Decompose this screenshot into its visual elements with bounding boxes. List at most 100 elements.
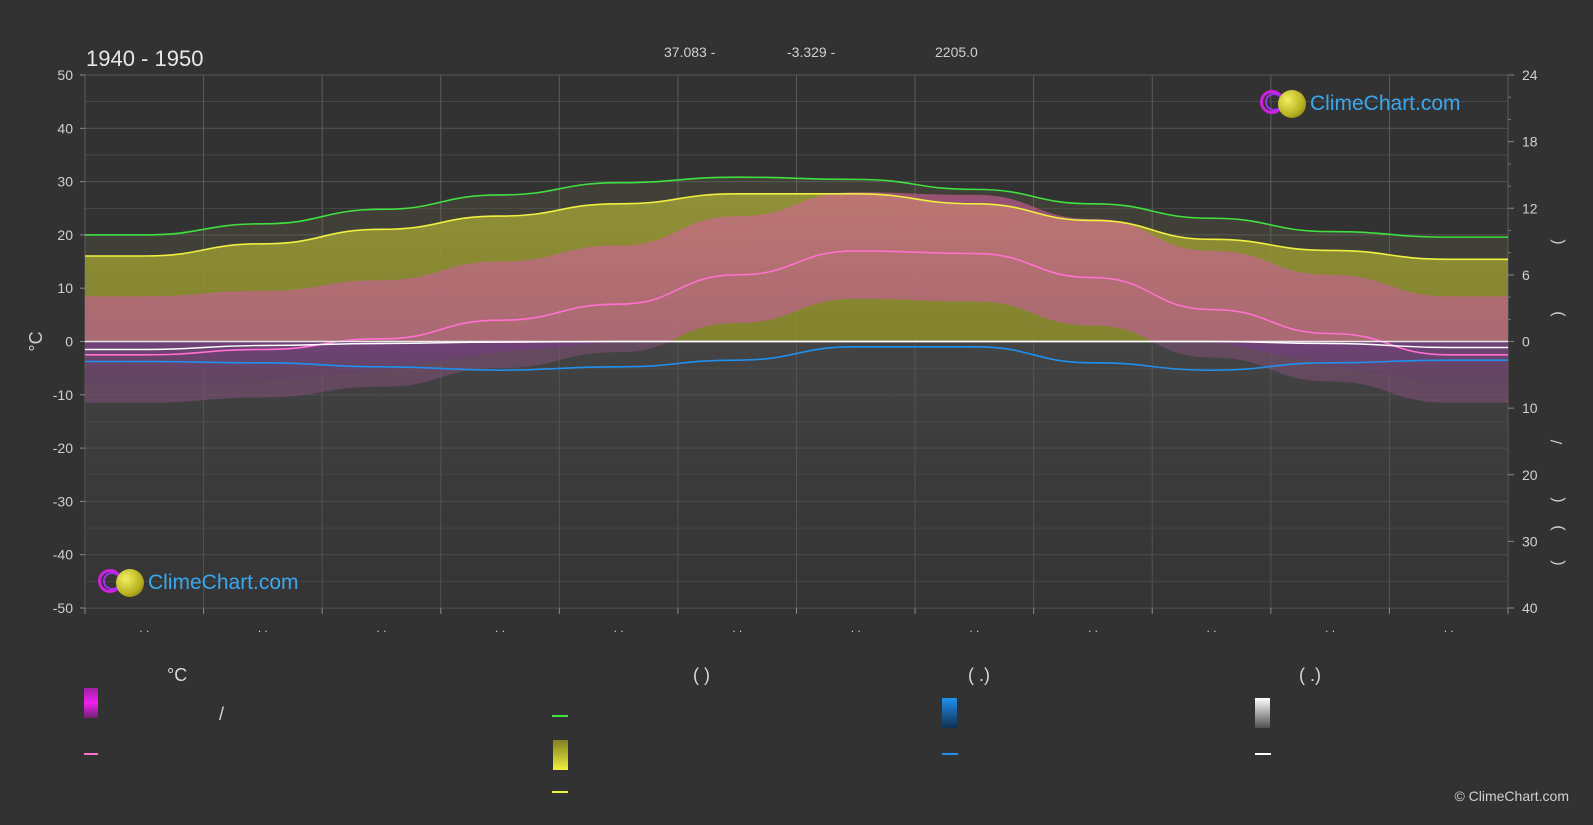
data-point bbox=[854, 346, 857, 348]
y3-tick-label: 20 bbox=[1522, 467, 1538, 483]
y3-tick-label: 10 bbox=[1522, 400, 1538, 416]
daylight-line bbox=[85, 176, 1508, 238]
copyright: © ClimeChart.com bbox=[1454, 788, 1569, 804]
precipitation-area bbox=[85, 341, 1508, 608]
data-point bbox=[143, 354, 146, 356]
y3-tick-label: 40 bbox=[1522, 600, 1538, 616]
data-point bbox=[1092, 276, 1094, 279]
y-tick-label: 20 bbox=[57, 227, 73, 243]
data-point bbox=[499, 369, 501, 371]
y-tick-label: -50 bbox=[53, 600, 73, 616]
sunshine-line bbox=[85, 193, 1508, 261]
y-tick-label: -40 bbox=[53, 547, 73, 563]
x-tick-label: . . bbox=[732, 621, 742, 635]
data-point bbox=[1329, 362, 1331, 364]
data-point bbox=[973, 340, 976, 343]
snow-line bbox=[85, 340, 1508, 351]
y2-tick-label: 0 bbox=[1522, 334, 1530, 350]
data-point bbox=[499, 341, 501, 343]
y2-axis-label-glyph: ( bbox=[1549, 497, 1566, 503]
data-point bbox=[1210, 340, 1213, 343]
y-tick-label: -30 bbox=[53, 493, 73, 509]
data-point bbox=[1447, 354, 1450, 356]
latitude-label: 37.083 - bbox=[664, 44, 716, 60]
data-point bbox=[143, 255, 146, 257]
data-point bbox=[1092, 340, 1094, 343]
y-tick-label: -20 bbox=[53, 440, 73, 456]
y2-axis-label-glyph: ) bbox=[1549, 525, 1566, 530]
data-point bbox=[973, 252, 976, 255]
data-point bbox=[736, 340, 739, 343]
x-tick-label: . . bbox=[258, 621, 268, 635]
y-tick-label: 0 bbox=[65, 334, 73, 350]
y2-axis-label-glyph: ) bbox=[1549, 311, 1566, 316]
data-point bbox=[1447, 359, 1450, 361]
data-point bbox=[380, 338, 383, 340]
data-point bbox=[1329, 230, 1331, 233]
y2-axis-label-glyph: / bbox=[1549, 439, 1566, 444]
x-tick-label: . . bbox=[1088, 621, 1098, 635]
data-point bbox=[1447, 236, 1450, 238]
y-tick-label: 50 bbox=[57, 67, 73, 83]
data-point bbox=[499, 319, 501, 321]
chart-title: 1940 - 1950 bbox=[86, 46, 204, 71]
x-tick-label: . . bbox=[1207, 621, 1217, 635]
y2-tick-label: 6 bbox=[1522, 267, 1530, 283]
data-point bbox=[736, 274, 739, 276]
data-point bbox=[617, 181, 620, 184]
chart-areas bbox=[85, 177, 1508, 608]
x-tick-label: . . bbox=[969, 621, 979, 635]
axis-ticks: 50 40 30 20 10 0 -10 -20 -30 -40 -50 °C 24 18 12 6 0 10 20… bbox=[26, 67, 1566, 635]
climechart-logo-icon bbox=[1258, 87, 1306, 121]
data-point bbox=[380, 208, 383, 211]
y2-tick-label: 24 bbox=[1522, 67, 1538, 83]
data-point bbox=[617, 203, 620, 205]
data-point bbox=[1210, 238, 1213, 241]
legend-head-rain: ( .) bbox=[968, 665, 990, 685]
data-point bbox=[1210, 308, 1213, 311]
y-tick-label: 40 bbox=[57, 120, 73, 136]
legend-swatch-snow bbox=[1255, 698, 1270, 728]
elevation-label: 2205.0 bbox=[935, 44, 978, 60]
y-tick-label: 30 bbox=[57, 174, 73, 190]
data-point bbox=[499, 194, 501, 196]
data-point bbox=[1447, 258, 1450, 261]
data-point bbox=[1210, 369, 1213, 371]
x-tick-label: . . bbox=[376, 621, 386, 635]
data-point bbox=[143, 360, 146, 363]
data-point bbox=[617, 366, 620, 368]
data-point bbox=[380, 366, 383, 368]
x-tick-label: . . bbox=[614, 621, 624, 635]
watermark-bottom: ClimeChart.com bbox=[96, 566, 299, 600]
data-point bbox=[736, 176, 739, 178]
climechart-logo-icon bbox=[96, 566, 144, 600]
y-tick-label: -10 bbox=[53, 387, 73, 403]
data-point bbox=[617, 303, 620, 305]
data-point bbox=[854, 178, 857, 181]
y-tick-label: 10 bbox=[57, 280, 73, 296]
data-point bbox=[736, 193, 739, 195]
data-point bbox=[1092, 203, 1094, 205]
data-point bbox=[854, 250, 857, 252]
data-point bbox=[973, 346, 976, 348]
data-point bbox=[380, 342, 383, 345]
data-point bbox=[262, 222, 264, 225]
y3-tick-label: 30 bbox=[1522, 533, 1538, 549]
data-point bbox=[143, 234, 146, 236]
data-point bbox=[973, 203, 976, 205]
data-point bbox=[262, 344, 264, 347]
data-point bbox=[262, 242, 264, 245]
legend-swatch-rain bbox=[942, 698, 957, 728]
data-point bbox=[736, 359, 739, 361]
temperature-mean-line bbox=[85, 250, 1509, 356]
data-point bbox=[854, 340, 857, 343]
data-point bbox=[262, 348, 264, 351]
data-point bbox=[1210, 217, 1213, 220]
legend-head-snow: ( .) bbox=[1299, 665, 1321, 685]
legend-swatch-sunshine bbox=[553, 740, 568, 770]
x-tick-label: . . bbox=[139, 621, 149, 635]
data-point bbox=[1329, 249, 1331, 252]
data-point bbox=[262, 362, 264, 364]
y2-tick-label: 18 bbox=[1522, 134, 1538, 150]
